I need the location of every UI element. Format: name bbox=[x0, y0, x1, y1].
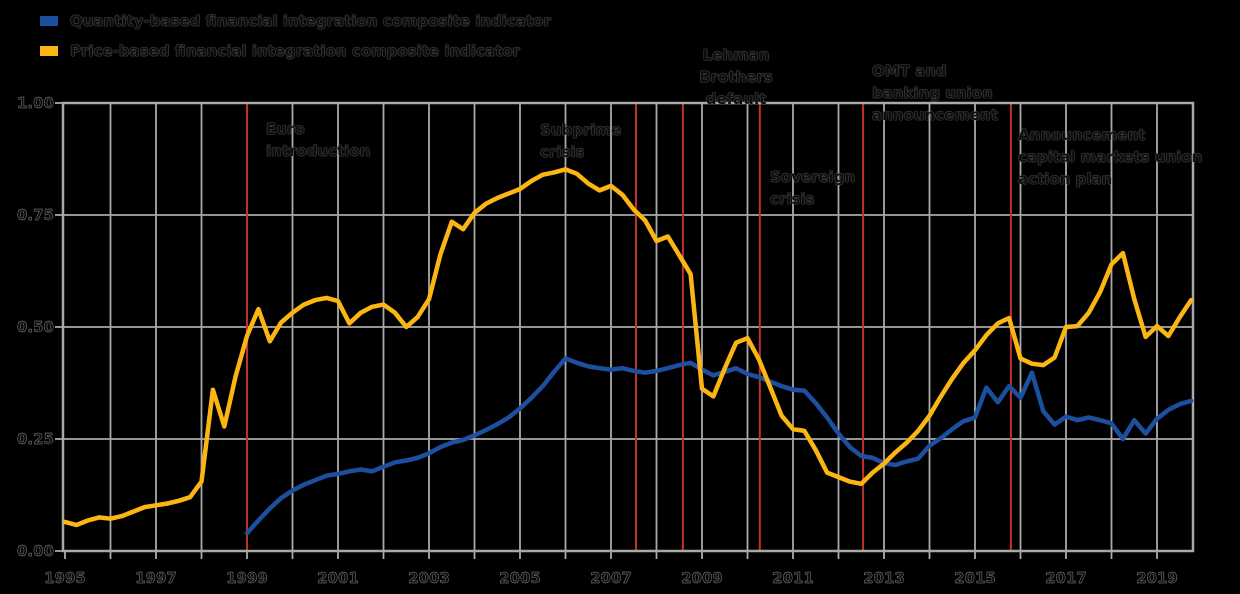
svg-text:0.00: 0.00 bbox=[17, 542, 54, 560]
annotation-omt-banking-union: OMT and banking union announcement bbox=[872, 60, 998, 126]
legend-swatch-price-icon bbox=[40, 46, 58, 56]
annotation-line: Sovereign bbox=[770, 168, 856, 186]
svg-text:1995: 1995 bbox=[44, 569, 86, 587]
annotation-line: crisis bbox=[770, 190, 815, 208]
annotation-line: crisis bbox=[540, 143, 585, 161]
annotation-subprime-crisis: Subprime crisis bbox=[540, 119, 621, 163]
annotation-lehman-brothers-default: Lehman Brothers default bbox=[691, 44, 781, 110]
svg-text:2005: 2005 bbox=[499, 569, 541, 587]
svg-text:1.00: 1.00 bbox=[17, 94, 54, 112]
annotation-line: announcement bbox=[872, 106, 998, 124]
annotation-line: action plan bbox=[1018, 170, 1113, 188]
svg-text:2013: 2013 bbox=[863, 569, 905, 587]
annotation-euro-introduction: Euro introduction bbox=[266, 118, 370, 162]
svg-text:1997: 1997 bbox=[135, 569, 177, 587]
legend-label-price: Price-based financial integration compos… bbox=[70, 42, 520, 60]
annotation-line: introduction bbox=[266, 142, 371, 160]
annotation-sovereign-crisis: Sovereign crisis bbox=[770, 166, 855, 210]
annotation-line: default bbox=[705, 90, 767, 108]
annotation-line: Lehman bbox=[702, 46, 770, 64]
annotation-line: banking union bbox=[872, 84, 993, 102]
annotation-line: Brothers bbox=[699, 68, 773, 86]
svg-text:2019: 2019 bbox=[1136, 569, 1178, 587]
svg-text:2015: 2015 bbox=[954, 569, 996, 587]
svg-text:2017: 2017 bbox=[1045, 569, 1087, 587]
svg-text:2009: 2009 bbox=[681, 569, 723, 587]
svg-text:2003: 2003 bbox=[408, 569, 450, 587]
annotation-line: OMT and bbox=[872, 62, 947, 80]
legend-label-quantity: Quantity-based financial integration com… bbox=[70, 12, 551, 30]
annotation-line: Announcement bbox=[1018, 126, 1146, 144]
svg-text:0.50: 0.50 bbox=[17, 318, 54, 336]
annotation-capital-markets-union: Announcement capital markets union actio… bbox=[1018, 124, 1202, 190]
svg-text:2007: 2007 bbox=[590, 569, 632, 587]
svg-text:2011: 2011 bbox=[772, 569, 814, 587]
legend-swatch-quantity-icon bbox=[40, 16, 58, 26]
annotation-line: capital markets union bbox=[1018, 148, 1203, 166]
svg-text:0.75: 0.75 bbox=[17, 206, 54, 224]
annotation-line: Euro bbox=[266, 120, 305, 138]
svg-text:2001: 2001 bbox=[317, 569, 359, 587]
legend-item-quantity: Quantity-based financial integration com… bbox=[40, 10, 551, 32]
svg-text:0.25: 0.25 bbox=[17, 430, 54, 448]
legend-item-price: Price-based financial integration compos… bbox=[40, 40, 520, 62]
annotation-line: Subprime bbox=[540, 121, 622, 139]
svg-text:1999: 1999 bbox=[226, 569, 268, 587]
